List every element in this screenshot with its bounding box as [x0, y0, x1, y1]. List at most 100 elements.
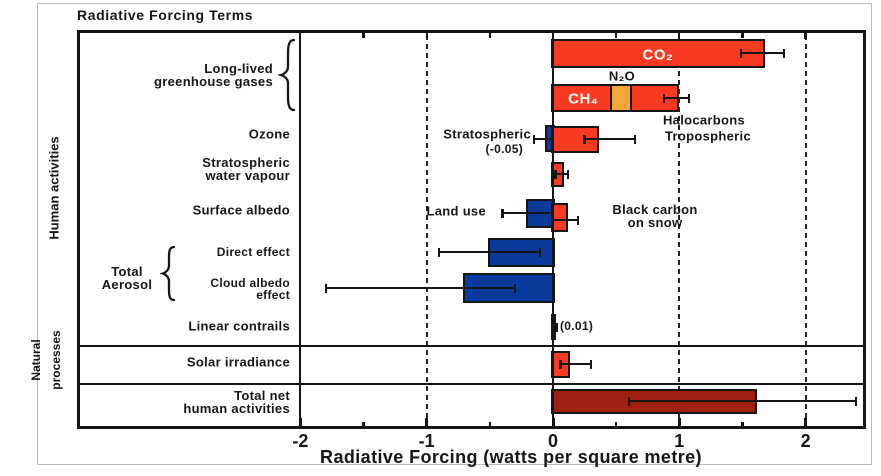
label-column-divider: [299, 33, 302, 426]
row-label-cloud-albedo-effect-line1: Cloud albedo: [210, 275, 290, 290]
annotation-0-01-line1: (0.01): [560, 319, 594, 333]
error-bar-black-carbon-on-snow: [553, 218, 579, 222]
bar-label-ghg-stack: CH₄: [568, 90, 599, 108]
error-cap-left-total-net-human-activities: [627, 396, 630, 406]
row-label-long-lived-greenhouse-gases: Long-lived greenhouse gases: [154, 62, 273, 88]
annotation-stratospheric: Stratospheric: [443, 128, 531, 141]
row-label-solar-irradiance-line1: Solar irradiance: [186, 354, 290, 370]
x-tick-label-0: 0: [547, 431, 559, 451]
annotation-minus-0-05: (-0.05): [486, 143, 523, 155]
error-cap-left-aerosol-direct-effect: [438, 247, 441, 257]
bottom-major-tick-2: [804, 418, 808, 426]
error-cap-right-co2: [783, 48, 786, 58]
error-cap-right-linear-contrails: [555, 322, 558, 332]
x-tick-label-2: 2: [800, 431, 811, 451]
error-bar-cloud-albedo-effect: [325, 286, 516, 290]
bottom-major-tick-1: [677, 418, 681, 426]
row-label-stratospheric-water-vapour: Stratospheric water vapour: [202, 156, 290, 182]
top-tick-0.5: [614, 33, 618, 38]
row-label-solar-irradiance: Solar irradiance: [187, 356, 290, 369]
annotation-n2o: N₂O: [609, 70, 635, 83]
row-label-cloud-albedo-effect: Cloud albedo effect: [210, 277, 290, 301]
bottom-minor-tick--1.5: [362, 421, 365, 426]
error-bar-ozone-tropospheric: [584, 137, 636, 141]
gridline-dashed-1: [678, 35, 681, 424]
row-label-ozone: Ozone: [249, 128, 290, 141]
error-cap-left-cloud-albedo-effect: [324, 283, 327, 293]
bottom-minor-tick-1.5: [741, 421, 744, 426]
error-bar-linear-contrails: [553, 325, 557, 329]
row-label-direct-effect: Direct effect: [217, 246, 290, 258]
zero-line: [551, 33, 555, 426]
row-label-cloud-albedo-effect-line2: effect: [256, 287, 290, 302]
error-cap-right-solar-irradiance: [589, 359, 592, 369]
gridline-dashed--1: [425, 35, 428, 424]
annotation-black-carbon-on-snow-line1: Black carbon: [612, 202, 698, 217]
brace-long-lived-ghg: [278, 38, 296, 112]
bottom-major-tick--2: [298, 418, 302, 426]
bottom-major-tick--1: [425, 418, 429, 426]
error-bar-solar-irradiance: [560, 362, 591, 366]
error-bar-co2: [741, 51, 785, 55]
top-tick--1.5: [362, 33, 365, 38]
x-axis-title: Radiative Forcing (watts per square metr…: [320, 447, 702, 467]
error-cap-right-cloud-albedo-effect: [514, 283, 517, 293]
row-label-total-net-human-activities-line2: human activities: [183, 400, 290, 416]
row-label-stratospheric-water-vapour-line2: water vapour: [205, 168, 290, 183]
row-label-total-net-human-activities: Total net human activities: [183, 389, 290, 415]
plot-border: [77, 30, 866, 429]
error-cap-right-black-carbon-on-snow: [577, 215, 580, 225]
bottom-minor-tick-0.5: [614, 421, 618, 426]
annotation-black-carbon-on-snow: Black carbon on snow: [612, 203, 697, 229]
error-cap-left-co2: [740, 48, 743, 58]
error-cap-left-ghg-stack: [663, 93, 666, 103]
annotation-tropospheric: Tropospheric: [665, 130, 751, 143]
annotation-black-carbon-on-snow-line2: on snow: [627, 215, 683, 230]
error-cap-right-total-net-human-activities: [855, 396, 858, 406]
annotation-land-use-line1: Land use: [426, 203, 486, 219]
brace-total-aerosol: [160, 245, 176, 302]
error-bar-stratospheric-water-vapour: [555, 172, 569, 176]
figure-title: Radiative Forcing Terms: [77, 7, 254, 23]
gridline-dashed-2: [804, 35, 807, 424]
row-label-surface-albedo: Surface albedo: [193, 204, 290, 217]
row-label-total-aerosol: Total Aerosol: [102, 265, 153, 291]
section-label-human-activities: Human activities: [46, 136, 62, 240]
error-cap-left-land-use: [501, 208, 504, 218]
error-bar-ozone-stratospheric: [534, 137, 560, 141]
annotation-stratospheric-line1: Stratospheric: [443, 126, 531, 142]
error-cap-left-stratospheric-water-vapour: [554, 169, 557, 179]
row-label-surface-albedo-line1: Surface albedo: [192, 202, 290, 218]
top-tick-1: [678, 33, 681, 39]
annotation-0-01: (0.01): [560, 320, 593, 332]
top-tick-2: [804, 33, 807, 39]
bar-co2: [551, 39, 765, 68]
bar-label-co2: CO₂: [642, 46, 674, 63]
bottom-minor-tick--0.5: [488, 421, 492, 426]
section-label-natural-processes: Natural processes: [29, 330, 63, 390]
error-cap-right-ghg-stack: [688, 93, 691, 103]
annotation-land-use: Land use: [427, 205, 486, 218]
top-tick--1: [425, 33, 428, 39]
row-label-long-lived-greenhouse-gases-line1: Long-lived: [204, 60, 273, 76]
row-label-long-lived-greenhouse-gases-line2: greenhouse gases: [154, 73, 273, 89]
row-label-direct-effect-line1: Direct effect: [216, 245, 290, 259]
figure-frame: [37, 3, 872, 465]
annotation-minus-0-05-line1: (-0.05): [485, 142, 523, 156]
annotation-tropospheric-line1: Tropospheric: [665, 128, 751, 144]
error-bar-total-net-human-activities: [628, 399, 857, 403]
error-cap-right-stratospheric-water-vapour: [567, 169, 570, 179]
top-tick--0.5: [488, 33, 492, 38]
annotation-halocarbons: Halocarbons: [663, 114, 745, 127]
error-cap-right-ozone-tropospheric: [633, 134, 637, 144]
annotation-n2o-line1: N₂O: [608, 68, 636, 84]
error-bar-ghg-stack: [664, 96, 690, 100]
row-label-total-aerosol-line1: Total: [111, 263, 143, 279]
row-label-linear-contrails: Linear contrails: [188, 320, 290, 333]
section-divider-2: [80, 383, 863, 385]
row-label-ozone-line1: Ozone: [248, 126, 290, 142]
annotation-halocarbons-line1: Halocarbons: [662, 112, 746, 128]
top-tick-1.5: [741, 33, 744, 38]
error-cap-left-ozone-tropospheric: [583, 134, 586, 144]
